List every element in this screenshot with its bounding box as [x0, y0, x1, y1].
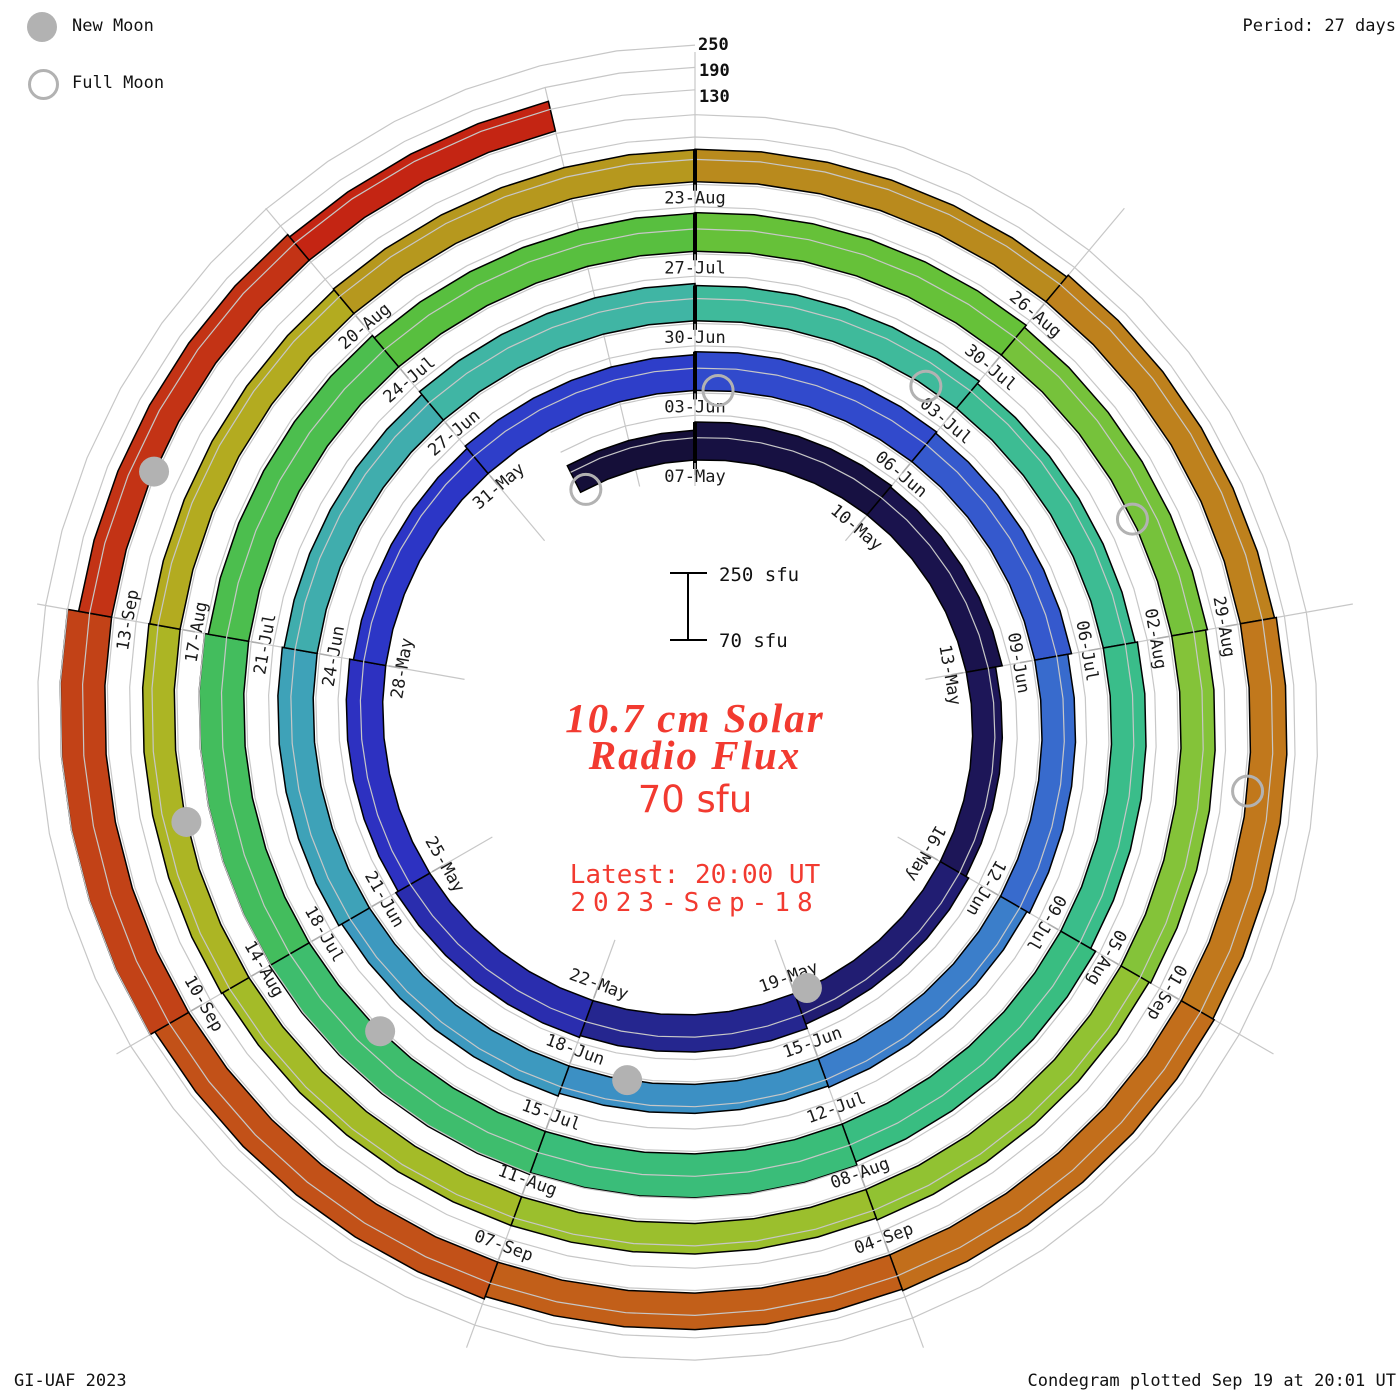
flux-gridline-130 [81, 89, 1274, 1317]
label-tick [319, 653, 333, 657]
full-moon-marker [909, 369, 943, 403]
label-tick [1088, 647, 1101, 652]
label-tick [355, 315, 365, 326]
latest-date-label: 2023-Sep-18 [570, 888, 820, 918]
label-tick [1047, 922, 1059, 931]
scale-bar-top-cap [670, 572, 707, 574]
label-tick [860, 1175, 866, 1187]
label-tick [371, 899, 383, 908]
scale-bar-top-label: 250 sfu [719, 564, 800, 586]
new-moon-label: New Moon [72, 16, 154, 36]
period-label: Period: 27 days [1242, 16, 1396, 36]
date-label: 23-Aug [664, 189, 725, 209]
credit-label: GI-UAF 2023 [14, 1371, 127, 1391]
label-tick [251, 969, 263, 977]
label-tick [388, 665, 401, 669]
date-label: 30-Jun [664, 328, 725, 348]
flux-segment [288, 100, 557, 262]
radial-scale-190: 190 [699, 61, 730, 81]
label-tick [1167, 992, 1180, 1000]
new-moon-marker [171, 806, 202, 837]
label-tick [987, 888, 999, 896]
full-moon-icon [28, 69, 59, 100]
new-moon-marker [139, 456, 170, 487]
date-label: 13-Sep [113, 588, 143, 652]
label-tick [545, 1117, 552, 1129]
date-label: 06-Jul [1071, 619, 1101, 683]
new-moon-marker [791, 972, 822, 1003]
label-tick [190, 1004, 203, 1012]
scale-bar-bottom-label: 70 sfu [719, 630, 788, 652]
label-tick [431, 865, 444, 873]
radial-scale-130: 130 [699, 87, 730, 107]
label-tick [1035, 303, 1045, 314]
full-moon-marker [1231, 774, 1265, 808]
scale-bar-bottom-cap [670, 639, 707, 641]
scale-bar-line [687, 573, 689, 641]
date-label: 28-May [387, 636, 417, 700]
full-moon-marker [569, 472, 603, 506]
flux-segment [484, 1253, 904, 1331]
label-tick [182, 628, 196, 633]
flux-gridline-250 [37, 44, 1318, 1361]
date-label: 03-Jun [664, 397, 725, 417]
chart-title-line2: Radio Flux [588, 732, 802, 778]
label-tick [991, 356, 1000, 368]
end-of-data-spoke [544, 87, 641, 487]
chart-title-line1: 10.7 cm Solar [565, 695, 825, 741]
label-tick [399, 368, 409, 379]
new-moon-icon [27, 12, 57, 42]
flux-segment [888, 999, 1216, 1292]
label-tick [251, 641, 264, 645]
label-tick [593, 986, 599, 999]
label-tick [1156, 635, 1170, 640]
label-tick [883, 1240, 890, 1253]
plotted-timestamp: Condegram plotted Sep 19 at 20:01 UT [1027, 1371, 1396, 1391]
label-tick [114, 616, 127, 621]
label-tick [569, 1051, 575, 1064]
label-tick [951, 671, 964, 676]
label-tick [521, 1182, 528, 1195]
date-label: 02-Aug [1140, 607, 1170, 671]
flux-segment [510, 1188, 878, 1255]
label-tick [836, 1109, 842, 1122]
full-moon-marker [1115, 502, 1149, 536]
date-label: 29-Aug [1208, 595, 1238, 659]
label-tick [1225, 623, 1238, 628]
current-flux-value: 70 sfu [637, 778, 753, 821]
flux-segment [153, 1011, 499, 1300]
label-tick [1019, 659, 1032, 664]
label-tick [946, 410, 956, 421]
label-tick [1107, 957, 1119, 966]
new-moon-marker [612, 1065, 643, 1096]
full-moon-marker [701, 373, 735, 407]
label-tick [812, 1044, 819, 1057]
label-tick [489, 475, 499, 486]
label-tick [901, 463, 911, 474]
date-label: 21-Jul [250, 612, 280, 676]
label-tick [311, 934, 323, 942]
full-moon-label: Full Moon [72, 73, 165, 93]
flux-segment [579, 992, 809, 1053]
label-tick [926, 853, 939, 861]
radial-scale-250: 250 [698, 35, 729, 55]
label-tick [444, 421, 454, 433]
latest-time-label: Latest: 20:00 UT [569, 860, 821, 890]
label-tick [856, 516, 866, 527]
date-label: 07-May [664, 467, 725, 487]
new-moon-marker [365, 1016, 396, 1047]
date-label: 09-Jun [1003, 631, 1033, 695]
date-label: 27-Jul [664, 258, 725, 278]
flux-gridline-190 [59, 66, 1296, 1339]
label-tick [497, 1247, 504, 1260]
